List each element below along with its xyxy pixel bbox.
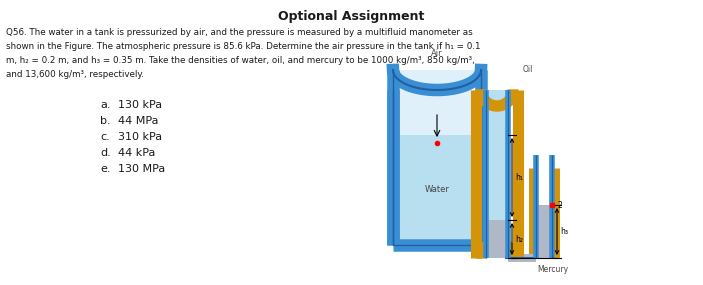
Text: m, h₂ = 0.2 m, and h₃ = 0.35 m. Take the densities of water, oil, and mercury to: m, h₂ = 0.2 m, and h₃ = 0.35 m. Take the… bbox=[6, 56, 475, 65]
Polygon shape bbox=[476, 237, 518, 258]
Text: 44 MPa: 44 MPa bbox=[118, 116, 158, 126]
Polygon shape bbox=[486, 247, 508, 258]
Text: Q56. The water in a tank is pressurized by air, and the pressure is measured by : Q56. The water in a tank is pressurized … bbox=[6, 28, 472, 37]
Polygon shape bbox=[536, 250, 552, 258]
Text: 130 kPa: 130 kPa bbox=[118, 100, 162, 110]
Bar bbox=[486, 90, 508, 258]
Text: 310 kPa: 310 kPa bbox=[118, 132, 162, 142]
Bar bbox=[508, 254, 536, 262]
Text: Optional Assignment: Optional Assignment bbox=[278, 10, 424, 23]
Text: 130 MPa: 130 MPa bbox=[118, 164, 165, 174]
Polygon shape bbox=[486, 247, 508, 258]
Text: Air: Air bbox=[431, 49, 443, 58]
Text: b.: b. bbox=[100, 116, 110, 126]
Text: h₁: h₁ bbox=[515, 173, 523, 182]
Bar bbox=[479, 235, 489, 247]
Text: h₂: h₂ bbox=[515, 235, 523, 243]
Text: shown in the Figure. The atmospheric pressure is 85.6 kPa. Determine the air pre: shown in the Figure. The atmospheric pre… bbox=[6, 42, 480, 51]
Text: d.: d. bbox=[100, 148, 111, 158]
Text: e.: e. bbox=[100, 164, 110, 174]
Bar bbox=[398, 135, 476, 240]
Text: a.: a. bbox=[100, 100, 110, 110]
Text: h₃: h₃ bbox=[560, 227, 568, 236]
Text: 2: 2 bbox=[558, 201, 562, 209]
Text: Mercury: Mercury bbox=[537, 266, 568, 274]
Text: and 13,600 kg/m³, respectively.: and 13,600 kg/m³, respectively. bbox=[6, 70, 144, 79]
Bar bbox=[536, 205, 552, 258]
Bar bbox=[398, 90, 476, 135]
Bar bbox=[486, 220, 508, 258]
Text: 44 kPa: 44 kPa bbox=[118, 148, 155, 158]
Text: Oil: Oil bbox=[523, 66, 534, 74]
Text: Water: Water bbox=[425, 186, 449, 194]
Polygon shape bbox=[476, 90, 518, 111]
Text: c.: c. bbox=[100, 132, 110, 142]
